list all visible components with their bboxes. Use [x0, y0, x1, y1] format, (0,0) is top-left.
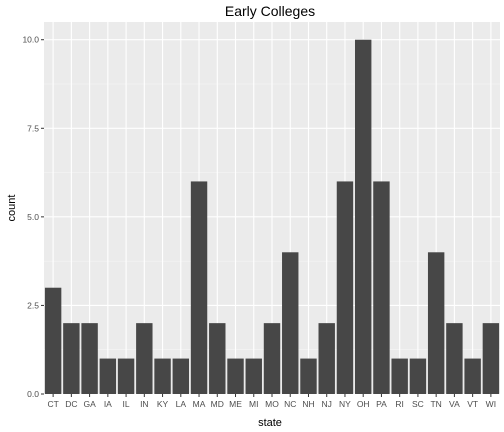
bar-ia — [99, 358, 117, 394]
x-tick-label: NJ — [322, 399, 332, 409]
x-axis-title: state — [258, 417, 282, 429]
x-tick-label: ME — [229, 399, 242, 409]
y-tick-label: 0.0 — [27, 389, 39, 399]
bar-va — [446, 323, 463, 394]
y-tick-label: 10.0 — [22, 35, 39, 45]
y-axis-title: count — [6, 195, 18, 222]
x-tick-label: WI — [486, 399, 496, 409]
bar-wi — [482, 323, 500, 394]
x-tick-label: VT — [467, 399, 478, 409]
bar-oh — [354, 39, 372, 394]
x-tick-label: LA — [176, 399, 187, 409]
x-tick-label: RI — [395, 399, 404, 409]
bar-ny — [336, 181, 354, 394]
x-tick-label: TN — [430, 399, 441, 409]
x-tick-label: DC — [65, 399, 77, 409]
bar-nj — [318, 323, 335, 394]
bar-ma — [190, 181, 208, 394]
bar-ct — [44, 287, 62, 394]
bar-ky — [154, 358, 171, 394]
x-axis: CT DC GA IA IL IN KY LA MA MD ME MI MO NC NH NJ NY OH PA RI… — [47, 394, 496, 409]
bar-il — [117, 358, 135, 394]
y-tick-label: 2.5 — [27, 300, 39, 310]
bar-la — [172, 358, 190, 394]
y-tick-label: 5.0 — [27, 212, 39, 222]
bar-nh — [300, 358, 317, 394]
bar-mo — [263, 323, 281, 394]
x-tick-label: NC — [284, 399, 296, 409]
bar-ga — [81, 323, 98, 394]
bar-in — [136, 323, 153, 394]
x-tick-label: CT — [47, 399, 58, 409]
bar-me — [227, 358, 244, 394]
bar-dc — [63, 323, 80, 394]
y-tick-label: 7.5 — [27, 123, 39, 133]
x-tick-label: NH — [302, 399, 314, 409]
x-tick-label: IN — [140, 399, 149, 409]
bars — [44, 39, 500, 394]
chart-title: Early Colleges — [225, 3, 315, 19]
x-tick-label: MO — [265, 399, 279, 409]
bar-ri — [391, 358, 408, 394]
x-tick-label: PA — [376, 399, 387, 409]
x-tick-label: MD — [211, 399, 224, 409]
bar-mi — [245, 358, 262, 394]
x-tick-label: NY — [339, 399, 351, 409]
x-tick-label: VA — [449, 399, 460, 409]
bar-nc — [282, 252, 299, 394]
x-tick-label: IL — [123, 399, 130, 409]
x-tick-label: OH — [357, 399, 370, 409]
bar-md — [209, 323, 226, 394]
bar-vt — [464, 358, 481, 394]
x-tick-label: MA — [193, 399, 206, 409]
bar-tn — [427, 252, 445, 394]
x-tick-label: GA — [83, 399, 96, 409]
x-tick-label: IA — [104, 399, 112, 409]
x-tick-label: SC — [412, 399, 424, 409]
bar-pa — [373, 181, 390, 394]
x-tick-label: MI — [249, 399, 258, 409]
y-axis: 0.0 2.5 5.0 7.5 10.0 — [22, 35, 44, 399]
x-tick-label: KY — [157, 399, 169, 409]
bar-sc — [409, 358, 427, 394]
